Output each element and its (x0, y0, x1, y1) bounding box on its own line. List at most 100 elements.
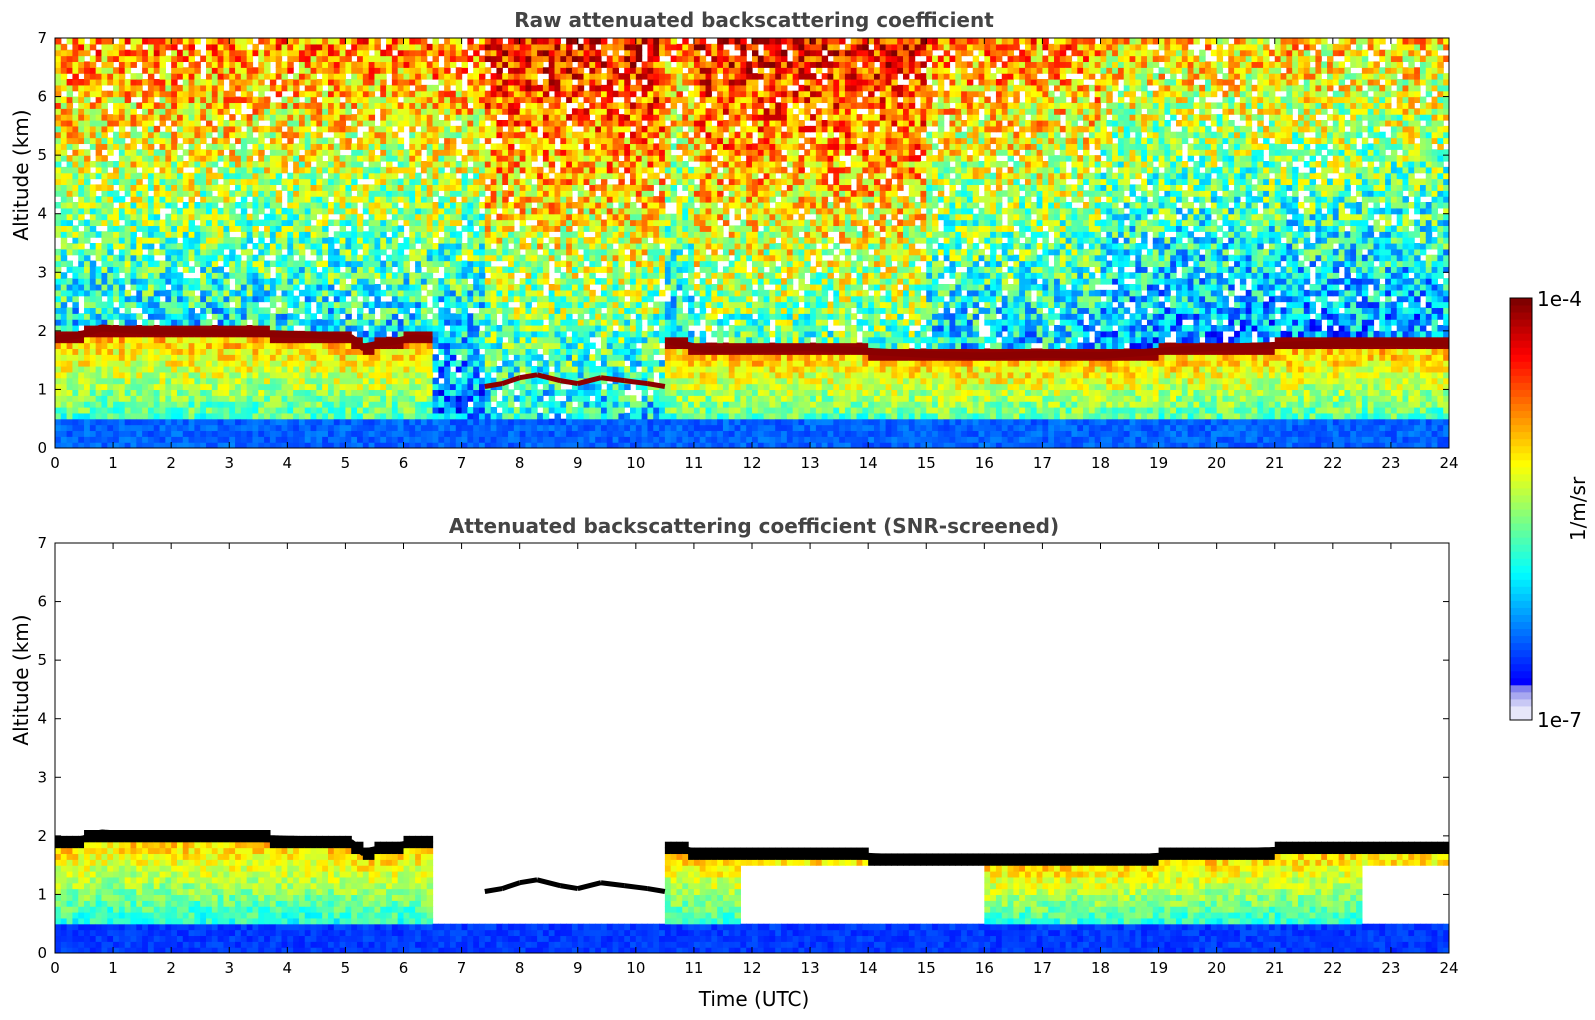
x-tick-label: 17 (1033, 454, 1052, 472)
colorbar-step (1510, 537, 1532, 545)
x-tick-label: 9 (573, 454, 583, 472)
y-tick-label: 7 (37, 29, 47, 47)
colorbar-step (1510, 340, 1532, 348)
x-tick-label: 0 (50, 454, 60, 472)
colorbar-step (1510, 635, 1532, 644)
low-cloud-segment (519, 877, 538, 886)
colorbar-step (1510, 593, 1532, 601)
y-tick-label: 1 (37, 380, 47, 398)
colorbar-step (1510, 698, 1532, 707)
low-cloud-segment (484, 381, 503, 389)
x-tick-label: 1 (108, 959, 118, 977)
x-tick-label: 1 (108, 454, 118, 472)
panel-raw-axes: 0 1 2 3 4 5 6 7 8 9 10 11 12 13 14 15 16 17 18 19 20 21 22 23 24… (37, 29, 1458, 472)
y-tick-label: 5 (37, 651, 47, 669)
x-tick-label: 22 (1323, 454, 1342, 472)
colorbar-step (1510, 712, 1532, 721)
panel-screened-plot-area (55, 543, 1449, 953)
x-tick-label: 13 (801, 454, 820, 472)
panel-raw: Raw attenuated backscattering coefficien… (9, 8, 1459, 472)
low-cloud-segment (559, 378, 579, 387)
colorbar-step (1510, 663, 1532, 672)
colorbar-step (1510, 431, 1532, 440)
colorbar-step (1510, 389, 1532, 397)
x-tick-label: 20 (1207, 454, 1226, 472)
y-tick-label: 3 (37, 768, 47, 786)
x-tick-label: 14 (859, 959, 878, 977)
colorbar-step (1510, 572, 1532, 580)
colorbar-step (1510, 305, 1532, 313)
x-tick-label: 20 (1207, 959, 1226, 977)
colorbar-step (1510, 551, 1532, 559)
x-tick-label: 11 (684, 959, 703, 977)
x-tick-label: 10 (626, 454, 645, 472)
y-tick-label: 4 (37, 710, 47, 728)
colorbar-step (1510, 466, 1532, 475)
x-tick-label: 12 (742, 454, 761, 472)
colorbar-step (1510, 459, 1532, 468)
colorbar-step (1510, 677, 1532, 686)
colorbar-step (1510, 670, 1532, 679)
low-cloud-segment (623, 378, 648, 387)
cloud-layer-line (55, 324, 433, 351)
x-tick-label: 15 (917, 454, 936, 472)
colorbar-step (1510, 480, 1532, 489)
low-cloud-segment (647, 381, 666, 389)
colorbar-max-label: 1e-4 (1537, 287, 1582, 311)
panel-screened-axes: 0 1 2 3 4 5 6 7 8 9 10 11 12 13 14 15 16 17 18 19 20 21 22 23 24… (37, 534, 1458, 977)
x-tick-label: 16 (975, 454, 994, 472)
colorbar-step (1510, 417, 1532, 426)
x-axis-label: Time (UTC) (698, 987, 810, 1011)
colorbar-step (1510, 656, 1532, 665)
y-tick-label: 6 (37, 593, 47, 611)
colorbar-step (1510, 607, 1532, 615)
panel-raw-y-axis-label: Altitude (km) (9, 109, 33, 240)
x-tick-label: 23 (1381, 959, 1400, 977)
colorbar-step (1510, 361, 1532, 369)
x-tick-label: 9 (573, 959, 583, 977)
cloud-layer-line (55, 829, 433, 856)
x-tick-label: 11 (684, 454, 703, 472)
x-tick-label: 0 (50, 959, 60, 977)
colorbar-step (1510, 523, 1532, 531)
colorbar-step (1510, 410, 1532, 419)
panel-raw-title: Raw attenuated backscattering coefficien… (514, 8, 994, 32)
x-tick-label: 3 (224, 959, 234, 977)
colorbar-step (1510, 501, 1532, 510)
x-tick-label: 7 (457, 959, 467, 977)
y-tick-label: 0 (37, 944, 47, 962)
x-tick-label: 17 (1033, 959, 1052, 977)
colorbar-step (1510, 438, 1532, 447)
x-tick-label: 6 (399, 454, 409, 472)
x-tick-label: 5 (341, 454, 351, 472)
low-cloud-segment (623, 883, 648, 892)
colorbar-step (1510, 565, 1532, 573)
y-tick-label: 4 (37, 205, 47, 223)
colorbar-step (1510, 516, 1532, 524)
colorbar-min-label: 1e-7 (1537, 708, 1582, 732)
x-tick-label: 18 (1091, 454, 1110, 472)
colorbar-step (1510, 494, 1532, 503)
low-cloud-segment (559, 883, 579, 892)
x-tick-label: 10 (626, 959, 645, 977)
colorbar-step (1510, 621, 1532, 630)
colorbar-step (1510, 424, 1532, 433)
x-tick-label: 13 (801, 959, 820, 977)
colorbar-step (1510, 691, 1532, 700)
colorbar-label: 1/m/sr (1566, 476, 1590, 541)
low-cloud-segment (647, 886, 666, 894)
low-cloud-segment (484, 886, 503, 894)
heatmap-image (55, 38, 1449, 448)
x-tick-label: 21 (1265, 959, 1284, 977)
colorbar-step (1510, 649, 1532, 658)
low-cloud-segment (577, 880, 602, 891)
low-cloud-segment (600, 880, 625, 889)
colorbar-step (1510, 333, 1532, 341)
colorbar-step (1510, 326, 1532, 334)
colorbar-step (1510, 600, 1532, 608)
x-tick-label: 3 (224, 454, 234, 472)
x-tick-label: 8 (515, 454, 525, 472)
colorbar-step (1510, 509, 1532, 517)
y-tick-label: 2 (37, 322, 47, 340)
